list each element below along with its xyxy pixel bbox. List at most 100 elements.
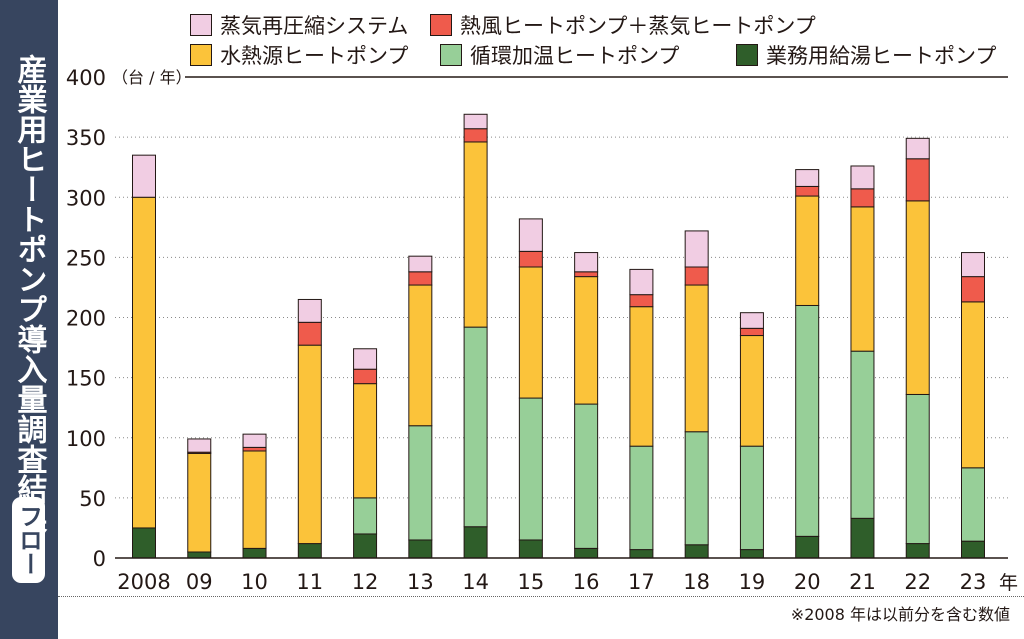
bar-segment-17-3 — [629, 294, 654, 308]
bar-segment-10-4 — [242, 433, 267, 448]
legend-swatch-water-source — [190, 44, 212, 66]
bar-segment-14-1 — [463, 326, 488, 528]
bar-segment-22-3 — [905, 158, 930, 202]
footnote: ※2008 年は以前分を含む数値 — [790, 605, 1010, 624]
side-title: 産業用ヒートポンプ導入量調査結果 — [11, 54, 47, 534]
bar-segment-20-2 — [795, 195, 820, 306]
x-tick-label-2008: 2008 — [117, 570, 170, 594]
x-tick-label-10: 10 — [241, 570, 268, 594]
bar-segment-22-2 — [905, 200, 930, 395]
bar-segment-12-4 — [353, 348, 378, 370]
bar-segment-23-0 — [961, 540, 985, 559]
bar-segment-11-3 — [297, 321, 322, 346]
legend-label-hot-air-steam: 熱風ヒートポンプ＋蒸気ヒートポンプ — [460, 14, 816, 38]
bar-segment-18-1 — [684, 431, 709, 546]
bar-segment-15-4 — [518, 218, 543, 252]
bar-segment-23-2 — [961, 301, 985, 469]
y-tick-label-100: 100 — [66, 427, 106, 451]
y-tick-label-150: 150 — [66, 367, 106, 391]
bar-segment-19-1 — [739, 445, 764, 551]
bar-segment-18-0 — [684, 544, 709, 559]
bar-segment-12-0 — [353, 533, 378, 559]
bar-segment-22-1 — [905, 393, 930, 545]
x-tick-label-13: 13 — [407, 570, 434, 594]
bar-segment-09-2 — [187, 452, 212, 553]
legend-label-commercial-hot-water: 業務用給湯ヒートポンプ — [766, 44, 997, 68]
bar-segment-19-4 — [739, 312, 764, 329]
y-tick-label-400: 400 — [66, 66, 106, 90]
bar-segment-11-4 — [297, 298, 322, 323]
bar-segment-13-0 — [408, 539, 433, 559]
bar-segment-23-3 — [961, 276, 985, 303]
bar-segment-2008-4 — [132, 154, 156, 198]
bar-segment-14-4 — [463, 113, 488, 130]
bar-segment-21-3 — [850, 188, 875, 208]
legend-item-commercial-hot-water: 業務用給湯ヒートポンプ — [736, 43, 997, 68]
flow-badge-label: フロー — [14, 504, 43, 576]
x-tick-label-21: 21 — [849, 570, 876, 594]
bar-segment-16-4 — [574, 252, 599, 273]
x-tick-label-15: 15 — [517, 570, 544, 594]
bar-segment-2008-0 — [132, 527, 156, 559]
x-axis-year-suffix: 年 — [999, 572, 1018, 594]
bar-segment-15-1 — [518, 397, 543, 541]
note-divider — [58, 596, 1024, 597]
legend-item-water-source: 水熱源ヒートポンプ — [190, 43, 409, 68]
y-unit-label: （台 / 年） — [112, 68, 192, 87]
legend-swatch-commercial-hot-water — [736, 44, 758, 66]
bar-segment-14-3 — [463, 128, 488, 143]
bar-segment-15-0 — [518, 539, 543, 559]
y-tick-label-50: 50 — [79, 487, 106, 511]
bar-segment-20-0 — [795, 535, 820, 559]
legend-item-vapor-recompression: 蒸気再圧縮システム — [190, 13, 409, 38]
bar-segment-09-0 — [187, 551, 212, 559]
bar-segment-16-0 — [574, 547, 599, 559]
bar-segment-21-2 — [850, 206, 875, 352]
legend-label-vapor-recompression: 蒸気再圧縮システム — [220, 14, 409, 38]
bar-segment-23-1 — [961, 467, 985, 542]
x-tick-label-23: 23 — [960, 570, 987, 594]
y-tick-label-0: 0 — [93, 547, 106, 571]
y-tick-label-300: 300 — [66, 186, 106, 210]
bar-segment-17-4 — [629, 268, 654, 296]
legend-label-water-source: 水熱源ヒートポンプ — [220, 44, 409, 68]
bar-segment-17-0 — [629, 549, 654, 559]
bar-segment-15-2 — [518, 266, 543, 399]
bar-segment-16-3 — [574, 271, 599, 278]
x-tick-label-17: 17 — [628, 570, 655, 594]
bar-segment-18-4 — [684, 230, 709, 268]
bar-segment-19-2 — [739, 335, 764, 447]
bar-segment-17-2 — [629, 306, 654, 447]
bar-segment-15-3 — [518, 250, 543, 268]
bar-segment-20-1 — [795, 304, 820, 537]
bar-segment-11-2 — [297, 344, 322, 545]
bar-segment-19-3 — [739, 327, 764, 337]
x-tick-label-19: 19 — [739, 570, 766, 594]
side-title-panel: 産業用ヒートポンプ導入量調査結果 フロー — [0, 0, 58, 639]
bar-segment-12-2 — [353, 383, 378, 499]
bar-segment-11-0 — [297, 543, 322, 559]
legend-label-circulation-heating: 循環加温ヒートポンプ — [470, 44, 680, 68]
legend-swatch-vapor-recompression — [190, 14, 212, 36]
bar-segment-18-3 — [684, 266, 709, 286]
legend-item-hot-air-steam: 熱風ヒートポンプ＋蒸気ヒートポンプ — [430, 13, 816, 38]
bar-segment-23-4 — [961, 252, 985, 278]
bar-segment-09-4 — [187, 438, 212, 453]
bar-segment-14-2 — [463, 141, 488, 328]
x-tick-label-20: 20 — [794, 570, 821, 594]
x-tick-label-18: 18 — [683, 570, 710, 594]
bar-segment-13-3 — [408, 271, 433, 286]
bar-segment-2008-2 — [132, 196, 156, 529]
x-tick-label-11: 11 — [296, 570, 323, 594]
bar-segment-16-2 — [574, 276, 599, 405]
bar-segment-16-1 — [574, 403, 599, 549]
x-tick-label-12: 12 — [352, 570, 379, 594]
bar-segment-13-2 — [408, 284, 433, 427]
x-tick-label-14: 14 — [462, 570, 489, 594]
y-tick-label-200: 200 — [66, 307, 106, 331]
bar-segment-20-3 — [795, 185, 820, 197]
legend-swatch-hot-air-steam — [430, 14, 452, 36]
x-tick-label-09: 09 — [186, 570, 213, 594]
bar-segment-10-3 — [242, 446, 267, 452]
